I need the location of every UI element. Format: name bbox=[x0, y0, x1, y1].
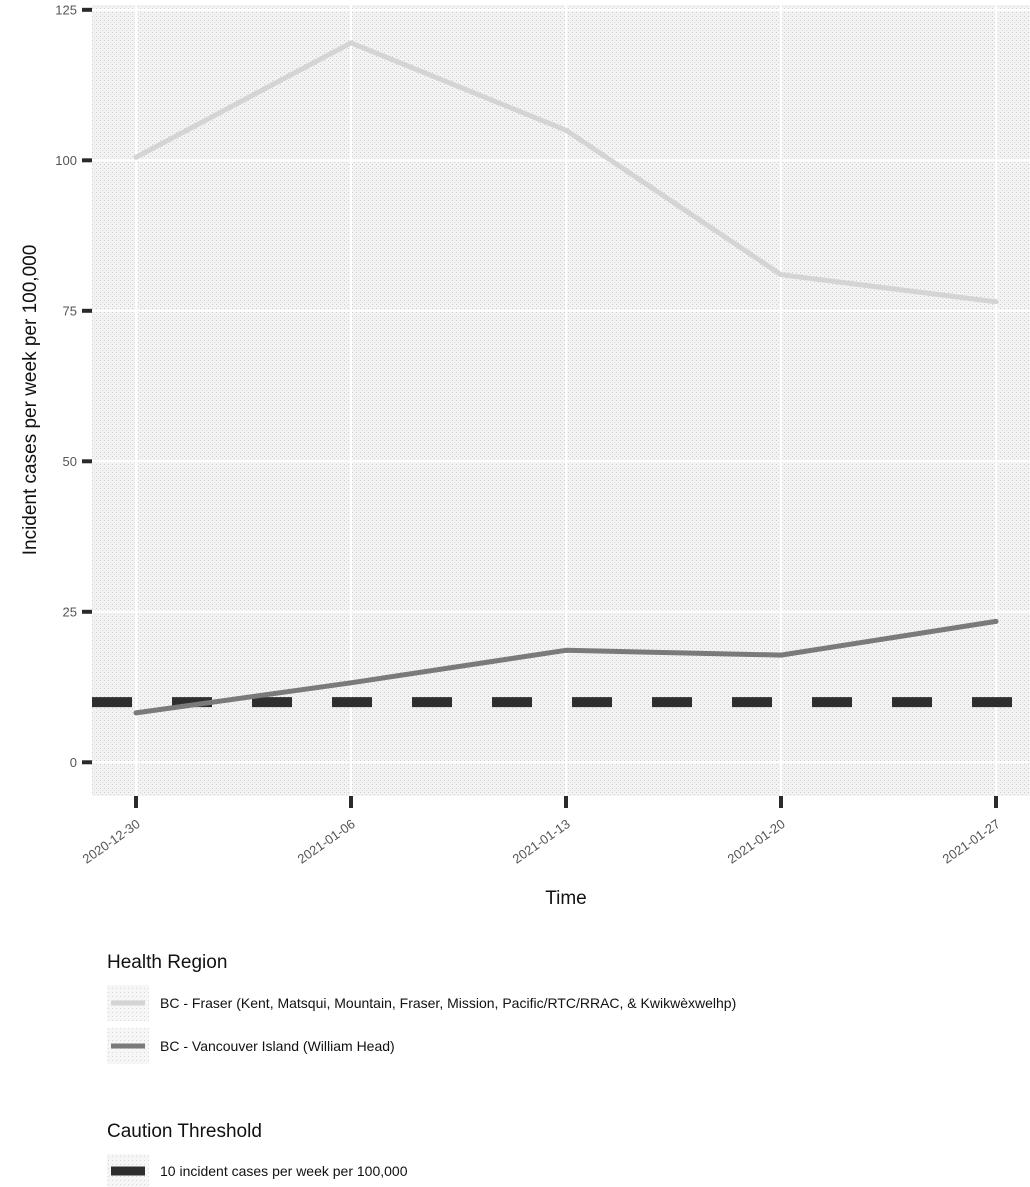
y-tick-label-25: 25 bbox=[63, 604, 77, 619]
data-point-s0-2021-01-13 bbox=[563, 127, 569, 133]
legend-label-threshold: 10 incident cases per week per 100,000 bbox=[160, 1163, 408, 1179]
data-point-s1-2021-01-27 bbox=[993, 618, 999, 624]
series-layer bbox=[133, 40, 999, 716]
data-point-s1-2021-01-13 bbox=[563, 647, 569, 653]
y-tick-label-125: 125 bbox=[55, 2, 77, 17]
y-axis: 0 25 50 75 100 125 bbox=[55, 2, 92, 770]
x-axis-title: Time bbox=[545, 888, 587, 909]
x-tick-label-2021-01-20: 2021-01-20 bbox=[725, 816, 788, 866]
plot-panel bbox=[92, 5, 1030, 796]
data-point-s1-2021-01-20 bbox=[778, 652, 784, 658]
data-point-s0-2021-01-20 bbox=[778, 272, 784, 278]
data-point-s1-2020-12-30 bbox=[133, 710, 139, 716]
legend-label-vancouver-island: BC - Vancouver Island (William Head) bbox=[160, 1038, 395, 1054]
legend-health-region-title: Health Region bbox=[107, 952, 227, 973]
y-tick-label-100: 100 bbox=[55, 153, 77, 168]
x-tick-label-2021-01-13: 2021-01-13 bbox=[510, 816, 573, 866]
x-tick-label-2021-01-06: 2021-01-06 bbox=[295, 816, 358, 866]
x-tick-label-2021-01-27: 2021-01-27 bbox=[940, 816, 1003, 866]
x-axis: 2020-12-30 2021-01-06 2021-01-13 2021-01-20… bbox=[80, 796, 1003, 867]
data-point-s0-2020-12-30 bbox=[133, 154, 139, 160]
y-tick-label-50: 50 bbox=[63, 454, 77, 469]
y-tick-label-0: 0 bbox=[70, 755, 77, 770]
legend-caution-threshold-title: Caution Threshold bbox=[107, 1121, 262, 1142]
legend-caution-threshold: Caution Threshold 10 incident cases per … bbox=[107, 1121, 408, 1187]
legend-health-region: Health Region BC - Fraser (Kent, Matsqui… bbox=[107, 952, 736, 1064]
data-point-s0-2021-01-27 bbox=[993, 299, 999, 305]
data-point-s1-2021-01-06 bbox=[348, 680, 354, 686]
y-axis-title: Incident cases per week per 100,000 bbox=[20, 245, 41, 556]
major-gridlines bbox=[92, 5, 1030, 796]
y-tick-label-75: 75 bbox=[63, 303, 77, 318]
legend-label-fraser: BC - Fraser (Kent, Matsqui, Mountain, Fr… bbox=[160, 995, 736, 1011]
x-tick-label-2020-12-30: 2020-12-30 bbox=[80, 816, 143, 866]
data-point-s0-2021-01-06 bbox=[348, 40, 354, 46]
